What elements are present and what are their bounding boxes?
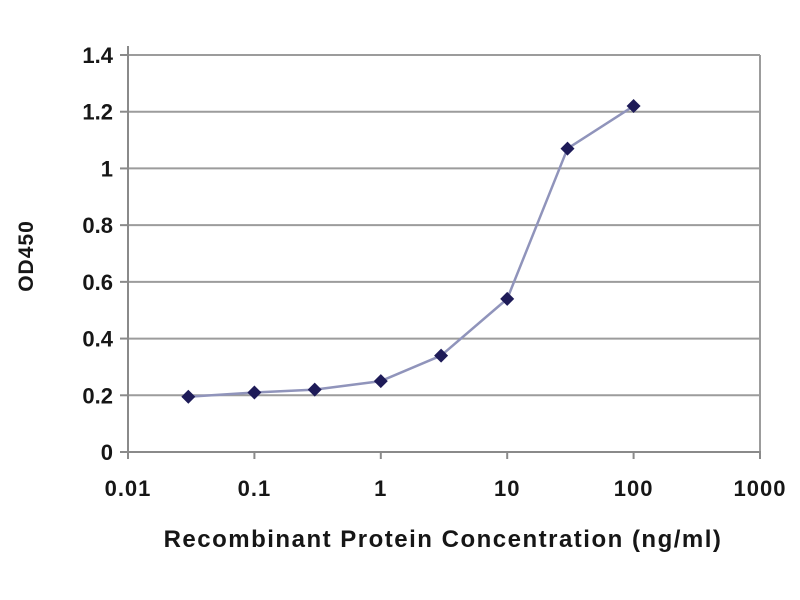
- y-tick-label: 0.6: [82, 270, 113, 295]
- data-point-marker: [560, 141, 575, 156]
- y-axis-title: OD450: [15, 220, 38, 292]
- data-point-marker: [500, 291, 515, 306]
- data-point-marker: [373, 374, 388, 389]
- y-tick-label: 1.4: [82, 43, 113, 68]
- data-point-marker: [181, 389, 196, 404]
- x-tick-label: 100: [614, 476, 654, 501]
- series-line: [188, 104, 635, 398]
- data-point-marker: [434, 348, 449, 363]
- x-tick-label: 0.1: [238, 476, 272, 501]
- x-tick-label: 0.01: [105, 476, 152, 501]
- data-point-marker: [626, 99, 641, 114]
- y-tick-label: 0.8: [82, 213, 113, 238]
- y-tick-label: 0.2: [82, 383, 113, 408]
- x-axis-title: Recombinant Protein Concentration (ng/ml…: [163, 526, 723, 553]
- x-tick-label: 1000: [734, 476, 787, 501]
- data-point-marker: [247, 385, 262, 400]
- x-tick-label: 10: [494, 476, 520, 501]
- y-tick-label: 0: [101, 440, 113, 465]
- y-tick-label: 0.4: [82, 327, 113, 352]
- y-tick-label: 1.2: [82, 100, 113, 125]
- y-tick-label: 1: [101, 156, 113, 181]
- data-point-marker: [307, 382, 322, 397]
- x-tick-label: 1: [374, 476, 387, 501]
